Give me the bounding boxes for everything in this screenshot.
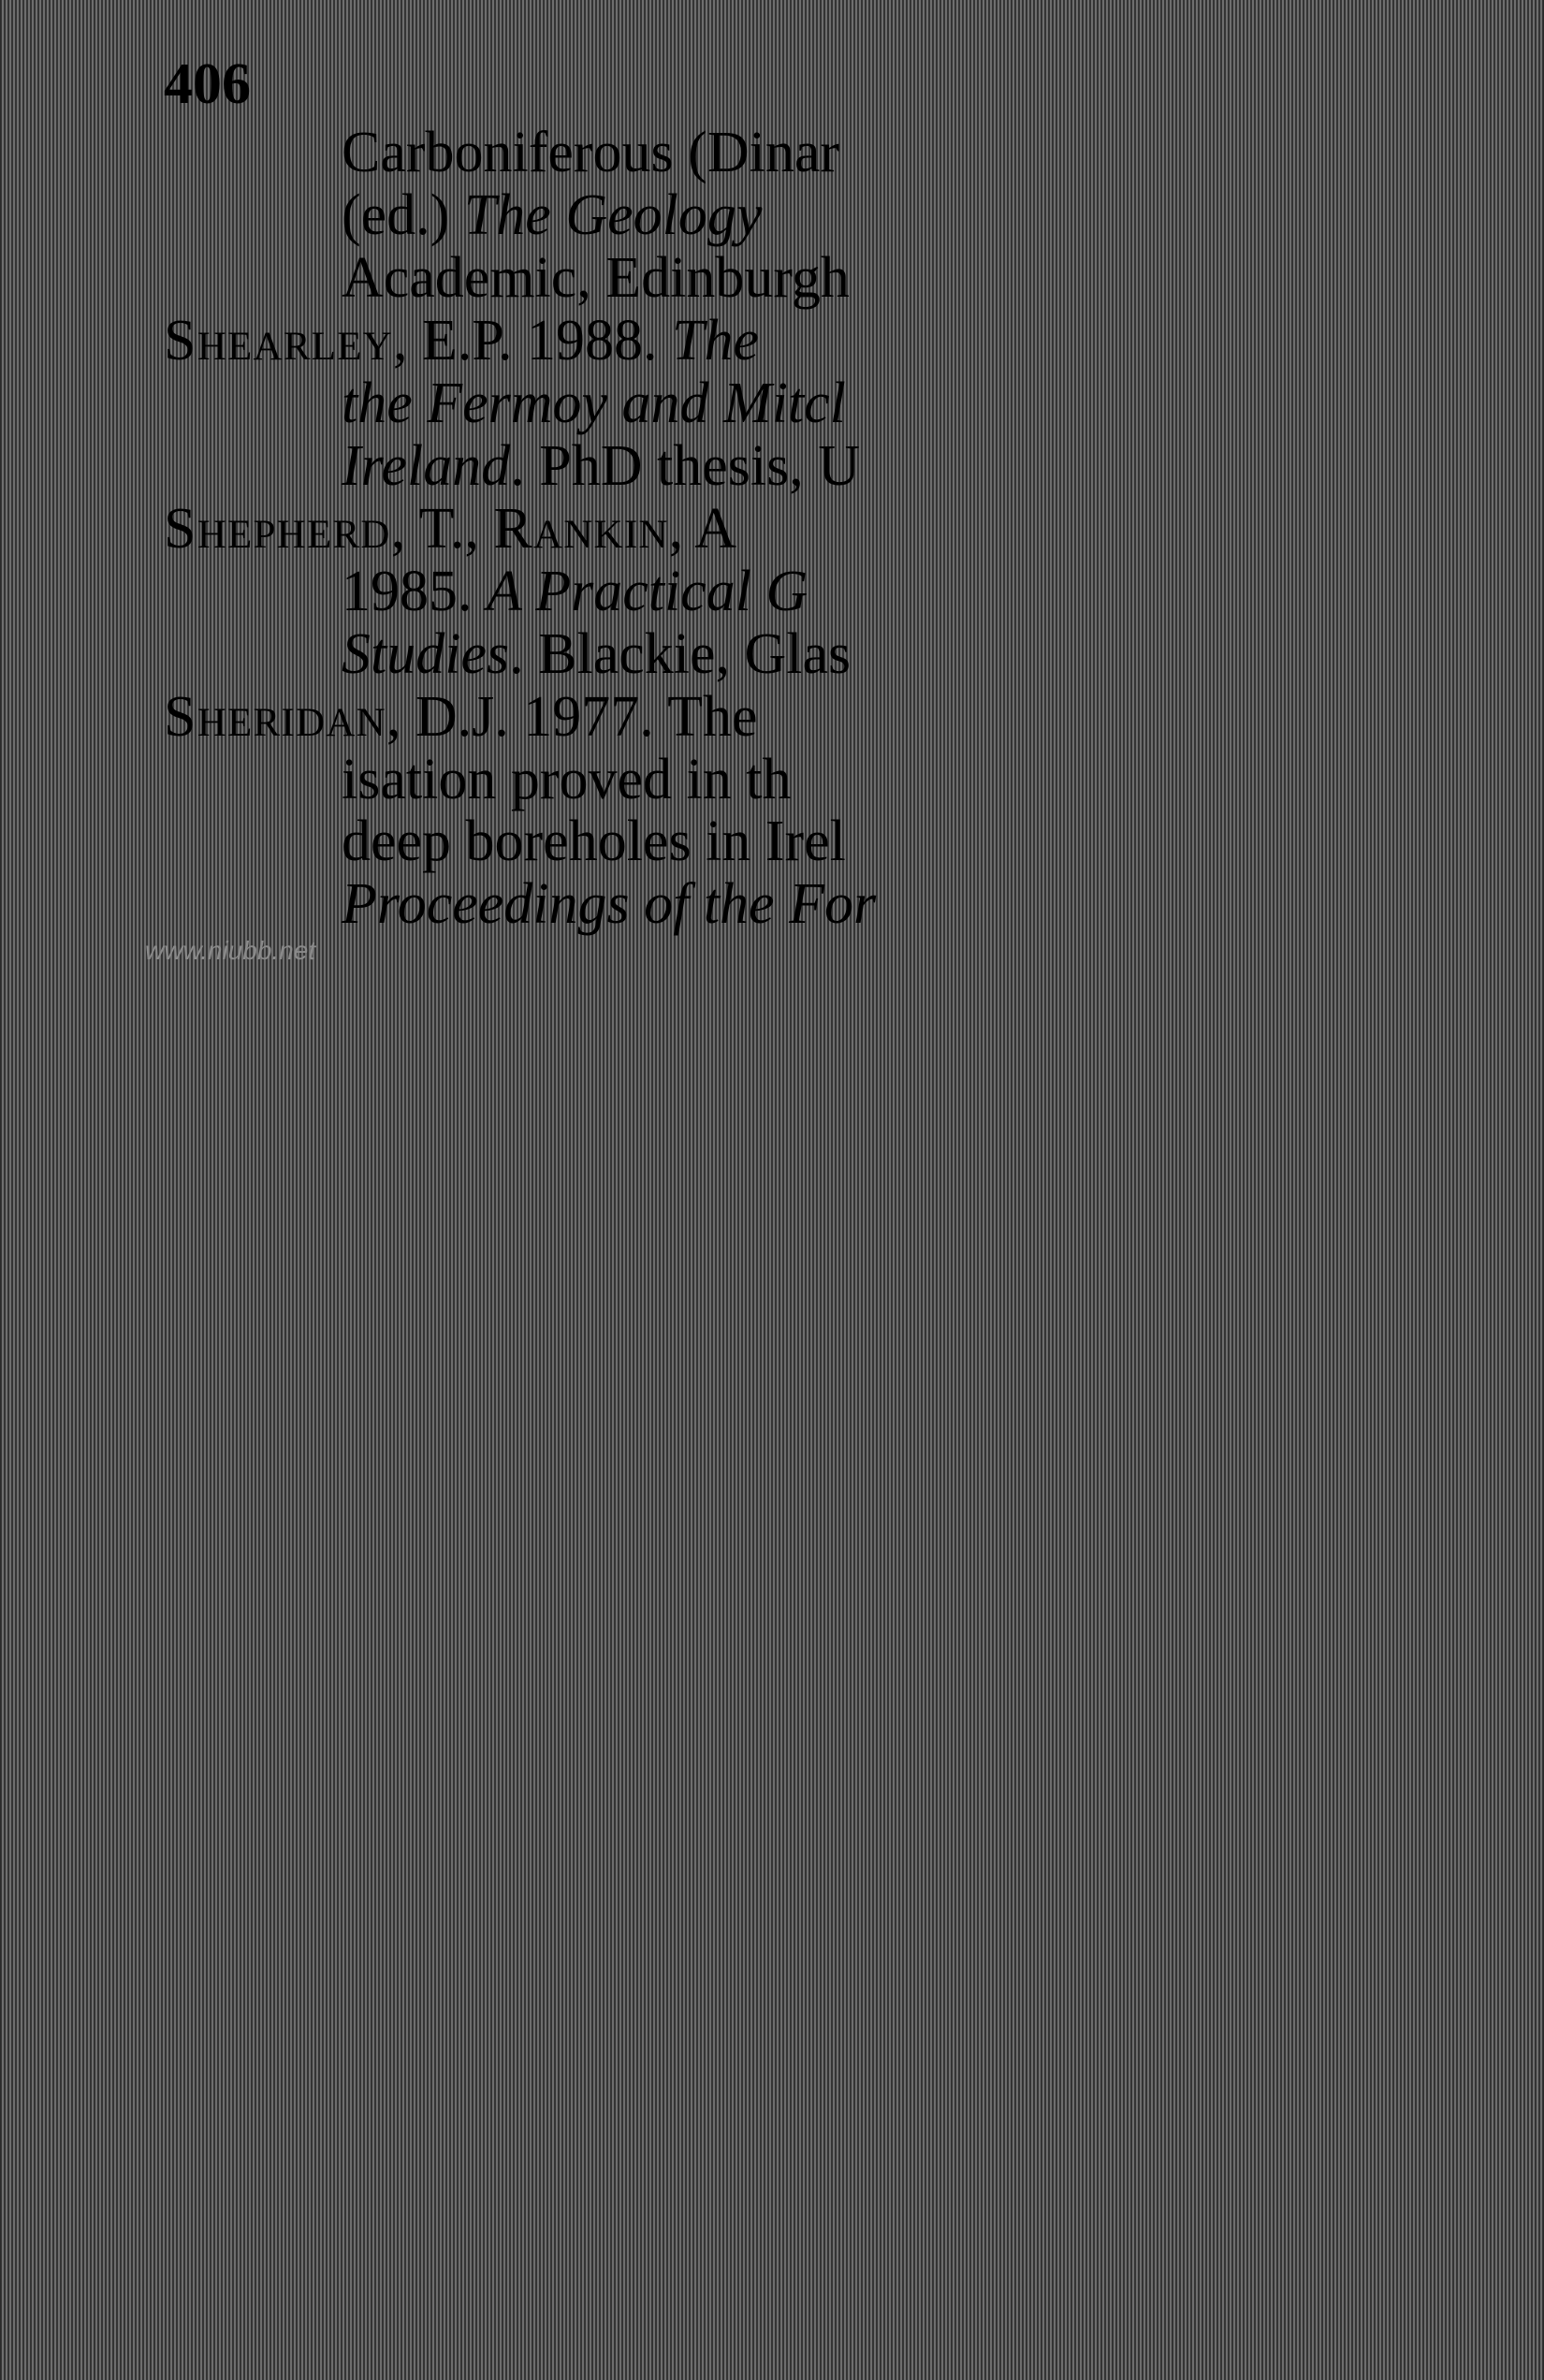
reference-line: Carboniferous (Dinar	[164, 122, 1544, 184]
reference-entry: Shearley, E.P. 1988. The the Fermoy and …	[164, 310, 1544, 498]
reference-author: Shearley	[164, 309, 393, 372]
reference-line: Sheridan, D.J. 1977. The	[164, 686, 1544, 749]
reference-author: Rankin	[493, 497, 668, 561]
reference-text: (ed.)	[342, 183, 464, 247]
reference-title: A Practical G	[487, 560, 808, 623]
reference-author: Shepherd	[164, 497, 391, 561]
reference-text: Academic, Edinburgh	[342, 246, 850, 310]
references-section: Carboniferous (Dinar (ed.) The Geology A…	[164, 122, 1544, 936]
reference-line: the Fermoy and Mitcl	[164, 372, 1544, 435]
page-number: 406	[164, 51, 251, 118]
reference-line: isation proved in th	[164, 749, 1544, 811]
reference-text: , D.J. 1977. The	[386, 685, 758, 749]
reference-line: Academic, Edinburgh	[164, 247, 1544, 310]
reference-text: isation proved in th	[342, 748, 791, 811]
reference-text: , E.P. 1988.	[393, 309, 672, 372]
reference-line: Studies. Blackie, Glas	[164, 623, 1544, 686]
reference-author: Sheridan	[164, 685, 386, 749]
reference-text: , A	[669, 497, 736, 561]
reference-line: (ed.) The Geology	[164, 184, 1544, 247]
reference-title: Studies	[342, 622, 509, 686]
reference-line: Proceedings of the For	[164, 873, 1544, 936]
watermark-text: www.niubb.net	[145, 936, 315, 966]
reference-text: Carboniferous (Dinar	[342, 121, 839, 184]
reference-text: deep boreholes in Irel	[342, 810, 846, 873]
reference-title: The Geology	[464, 183, 763, 247]
reference-entry: Shepherd, T., Rankin, A 1985. A Practica…	[164, 498, 1544, 686]
reference-entry: Sheridan, D.J. 1977. The isation proved …	[164, 686, 1544, 937]
reference-entry: Carboniferous (Dinar (ed.) The Geology A…	[164, 122, 1544, 310]
reference-title: Ireland	[342, 434, 510, 498]
reference-title: the Fermoy and Mitcl	[342, 372, 846, 435]
reference-line: Shearley, E.P. 1988. The	[164, 310, 1544, 372]
reference-text: . PhD thesis, U	[510, 434, 860, 498]
reference-line: 1985. A Practical G	[164, 561, 1544, 623]
reference-title: Proceedings of the For	[342, 872, 876, 936]
reference-text: 1985.	[342, 560, 487, 623]
reference-line: Ireland. PhD thesis, U	[164, 435, 1544, 498]
reference-title: The	[672, 309, 759, 372]
reference-text: . Blackie, Glas	[509, 622, 851, 686]
reference-line: deep boreholes in Irel	[164, 810, 1544, 873]
reference-text: , T.,	[391, 497, 494, 561]
reference-line: Shepherd, T., Rankin, A	[164, 498, 1544, 561]
